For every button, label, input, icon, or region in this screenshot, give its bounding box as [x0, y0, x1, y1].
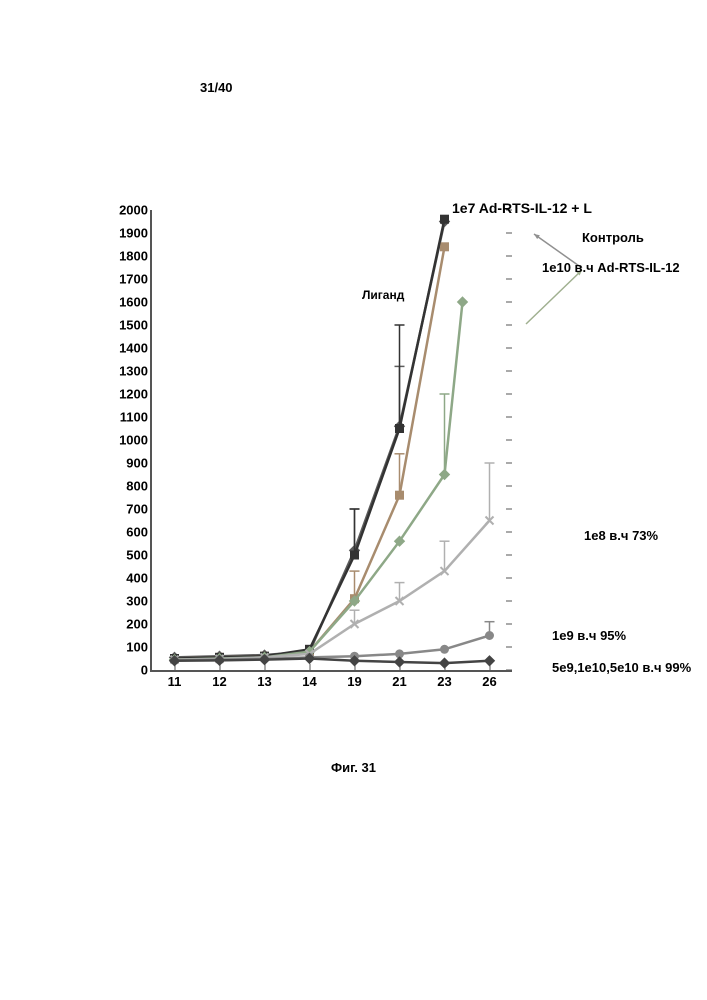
series-line-control — [175, 222, 445, 658]
plot-area: 0100200300400500600700800900100011001200… — [150, 210, 512, 672]
marker-ligand — [396, 491, 404, 499]
page-number: 31/40 — [200, 80, 233, 95]
marker-5e9-1e10-5e10-vp-99 — [440, 658, 450, 668]
y-tick-label: 1300 — [119, 364, 148, 379]
marker-5e9-1e10-5e10-vp-99 — [395, 657, 405, 667]
y-tick-label: 100 — [126, 640, 148, 655]
y-tick-label: 200 — [126, 617, 148, 632]
marker-1e7-ad-rts-il12-l — [351, 551, 359, 559]
figure-caption: Фиг. 31 — [0, 760, 707, 775]
callout-line — [526, 270, 582, 324]
series-line-1e10-ad-rts-il12 — [175, 302, 463, 660]
annotation-1e10-ad-rts-il12: 1e10 в.ч Ad-RTS-IL-12 — [542, 260, 680, 275]
annotation-1e7-ad-rts-il12-l: 1e7 Ad-RTS-IL-12 + L — [452, 200, 592, 216]
y-tick-label: 700 — [126, 502, 148, 517]
y-tick-label: 1700 — [119, 272, 148, 287]
y-tick-label: 1000 — [119, 433, 148, 448]
y-tick-label: 1400 — [119, 341, 148, 356]
marker-5e9-1e10-5e10-vp-99 — [485, 656, 495, 666]
marker-1e10-ad-rts-il12 — [458, 297, 468, 307]
marker-1e7-ad-rts-il12-l — [396, 425, 404, 433]
y-tick-label: 1600 — [119, 295, 148, 310]
y-tick-label: 600 — [126, 525, 148, 540]
y-tick-label: 300 — [126, 594, 148, 609]
y-tick-label: 400 — [126, 571, 148, 586]
annotation-1e9-vp-95: 1e9 в.ч 95% — [552, 628, 626, 643]
y-tick-label: 1800 — [119, 249, 148, 264]
annotation-control: Контроль — [582, 230, 644, 245]
y-tick-label: 500 — [126, 548, 148, 563]
marker-1e9-vp-95 — [441, 645, 449, 653]
y-tick-label: 0 — [141, 663, 148, 678]
y-tick-label: 1200 — [119, 387, 148, 402]
y-tick-label: 2000 — [119, 203, 148, 218]
y-tick-label: 900 — [126, 456, 148, 471]
y-tick-label: 800 — [126, 479, 148, 494]
y-tick-label: 1100 — [120, 410, 148, 425]
annotation-5e9-1e10-5e10-vp-99: 5e9,1e10,5e10 в.ч 99% — [552, 660, 691, 675]
y-tick-label: 1900 — [119, 226, 148, 241]
annotation-ligand: Лиганд — [362, 288, 404, 302]
chart-container: 0 100 200 300 400 500 600 700 800 900 1000 1100 1200… — [90, 190, 650, 710]
series-line-1e7-ad-rts-il12-l — [175, 219, 445, 658]
chart-svg — [152, 210, 652, 690]
marker-1e9-vp-95 — [486, 632, 494, 640]
marker-1e7-ad-rts-il12-l — [441, 215, 449, 223]
y-tick-label: 1500 — [119, 318, 148, 333]
annotation-1e8-vp-73: 1e8 в.ч 73% — [584, 528, 658, 543]
marker-ligand — [441, 243, 449, 251]
